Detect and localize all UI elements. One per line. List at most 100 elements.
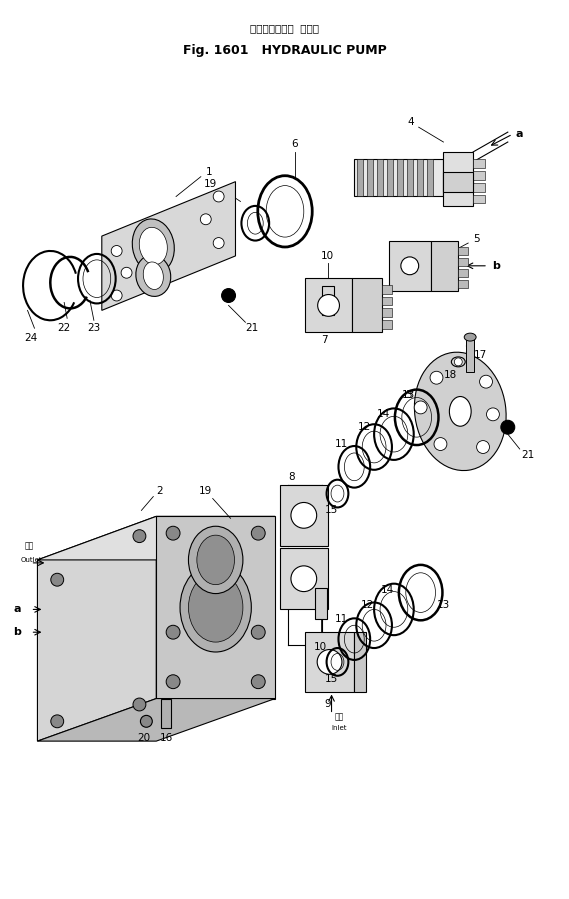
Text: 21: 21 [521, 450, 534, 460]
Text: 8: 8 [288, 472, 295, 482]
Bar [458, 280, 468, 288]
Bar [280, 548, 328, 610]
Text: 1: 1 [205, 166, 212, 177]
Text: 24: 24 [24, 334, 37, 343]
Text: 14: 14 [380, 584, 394, 594]
Circle shape [166, 675, 180, 689]
Text: 9: 9 [324, 699, 331, 709]
Bar [473, 159, 485, 168]
Ellipse shape [291, 565, 317, 592]
Ellipse shape [132, 219, 174, 273]
Text: Outlet: Outlet [20, 556, 42, 563]
Bar [354, 632, 366, 691]
Circle shape [501, 421, 515, 434]
Bar [427, 159, 432, 197]
Bar [473, 182, 485, 191]
Polygon shape [156, 516, 275, 699]
Text: 11: 11 [335, 439, 348, 450]
Circle shape [430, 371, 443, 384]
Polygon shape [102, 182, 236, 310]
Circle shape [251, 626, 265, 639]
Circle shape [213, 237, 224, 248]
Polygon shape [38, 516, 275, 560]
Bar [473, 171, 485, 180]
Polygon shape [38, 699, 275, 741]
Circle shape [251, 675, 265, 689]
Text: 23: 23 [87, 324, 101, 334]
Circle shape [221, 289, 236, 302]
Text: b: b [13, 628, 20, 637]
Bar [357, 159, 363, 197]
Ellipse shape [143, 262, 163, 289]
Bar [443, 152, 473, 207]
Text: 10: 10 [314, 642, 327, 652]
Bar [321, 286, 333, 316]
Ellipse shape [401, 257, 419, 275]
Text: 11: 11 [335, 614, 348, 624]
Bar [382, 297, 392, 306]
Ellipse shape [317, 650, 342, 674]
Text: 16: 16 [159, 734, 173, 743]
Circle shape [51, 715, 64, 728]
Text: 出口: 出口 [24, 541, 34, 550]
Ellipse shape [197, 535, 234, 584]
Bar [443, 172, 473, 191]
Circle shape [111, 290, 122, 301]
Text: 7: 7 [321, 335, 328, 345]
Ellipse shape [188, 526, 243, 593]
Text: a: a [516, 129, 523, 139]
Bar [458, 247, 468, 255]
Bar [377, 159, 383, 197]
Text: 12: 12 [357, 423, 371, 432]
Bar [431, 241, 458, 290]
Bar [352, 278, 382, 332]
Text: 22: 22 [57, 324, 71, 334]
Ellipse shape [139, 227, 167, 264]
Text: 20: 20 [137, 734, 150, 743]
Bar [382, 285, 392, 294]
Text: 15: 15 [325, 673, 338, 684]
Circle shape [480, 375, 492, 388]
Circle shape [477, 441, 489, 453]
Bar [473, 194, 485, 203]
Ellipse shape [136, 255, 171, 297]
Ellipse shape [180, 563, 251, 652]
Circle shape [133, 530, 146, 543]
Bar [466, 337, 474, 372]
Circle shape [251, 526, 265, 540]
Text: 19: 19 [204, 179, 217, 189]
Circle shape [166, 626, 180, 639]
Ellipse shape [451, 357, 465, 367]
Bar [354, 159, 443, 197]
Ellipse shape [450, 396, 471, 426]
Circle shape [454, 358, 462, 366]
Text: 10: 10 [321, 251, 334, 261]
Bar [382, 320, 392, 329]
Text: b: b [492, 261, 500, 271]
Text: 13: 13 [437, 601, 450, 610]
Ellipse shape [464, 334, 476, 341]
Bar [305, 632, 354, 691]
Circle shape [213, 191, 224, 202]
Circle shape [414, 401, 427, 414]
Bar [458, 269, 468, 277]
Text: 17: 17 [473, 350, 486, 360]
Text: 15: 15 [325, 505, 338, 515]
Text: 5: 5 [473, 234, 480, 244]
Bar [280, 485, 328, 546]
Polygon shape [38, 516, 156, 741]
Bar [161, 699, 171, 728]
Text: 12: 12 [361, 601, 374, 610]
Ellipse shape [291, 503, 317, 529]
Bar [417, 159, 423, 197]
Text: 2: 2 [156, 485, 163, 495]
Text: 6: 6 [291, 139, 298, 149]
Circle shape [111, 245, 122, 256]
Text: ハイドロリック  ポンプ: ハイドロリック ポンプ [250, 23, 319, 33]
Text: 13: 13 [402, 389, 415, 399]
Circle shape [51, 574, 64, 586]
Bar [387, 159, 393, 197]
Bar [315, 588, 327, 619]
Bar [397, 159, 403, 197]
Text: 18: 18 [444, 369, 457, 379]
